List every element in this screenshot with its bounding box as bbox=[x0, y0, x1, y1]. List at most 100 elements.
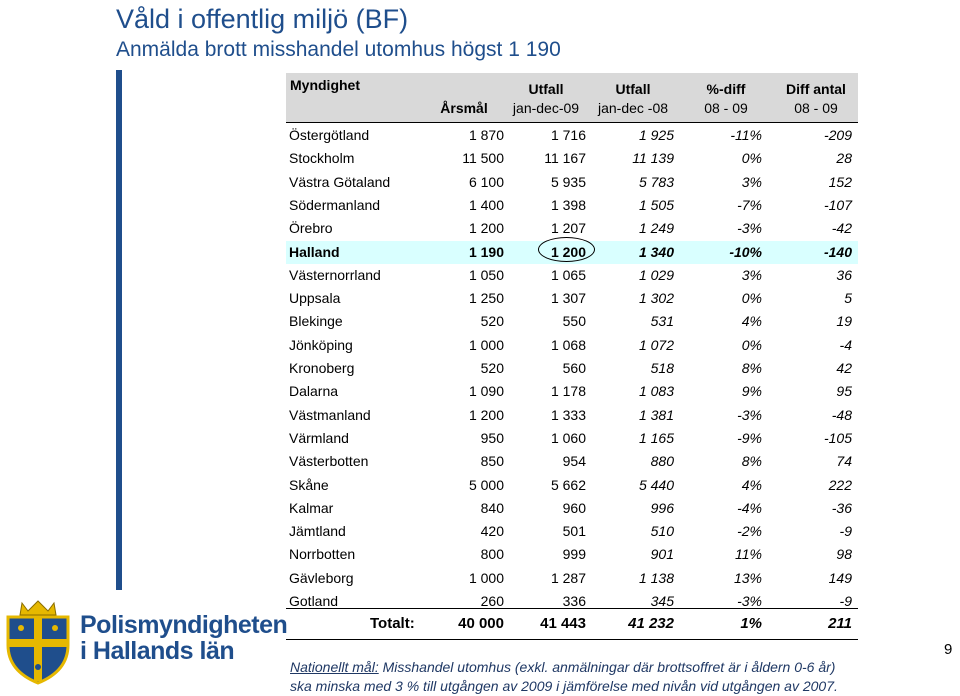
table-row: Östergötland 1 870 1 716 1 925 -11% -209 bbox=[286, 124, 858, 147]
cell-pdiff: 4% bbox=[741, 476, 762, 493]
cell-arsmal: 520 bbox=[480, 313, 504, 330]
cell-myndighet: Västra Götaland bbox=[289, 173, 391, 190]
cell-u09: 1 398 bbox=[550, 196, 586, 213]
cell-u08: 880 bbox=[650, 453, 674, 470]
cell-myndighet: Västernorrland bbox=[289, 266, 381, 283]
table-header: Myndighet Årsmål Utfall jan-dec-09 Utfal… bbox=[286, 73, 858, 123]
cell-diff: 98 bbox=[836, 546, 852, 563]
cell-diff: -140 bbox=[823, 243, 852, 260]
cell-arsmal: 1 000 bbox=[468, 336, 504, 353]
cell-pdiff: 8% bbox=[741, 453, 762, 470]
cell-diff: -4 bbox=[839, 336, 852, 353]
header-pdiff-l2: 08 - 09 bbox=[704, 100, 748, 116]
cell-myndighet: Kalmar bbox=[289, 499, 334, 516]
cell-pdiff: 9% bbox=[741, 383, 762, 400]
cell-myndighet: Blekinge bbox=[289, 313, 343, 330]
cell-arsmal: 1 090 bbox=[468, 383, 504, 400]
footnote: Nationellt mål: Misshandel utomhus (exkl… bbox=[290, 658, 838, 696]
cell-arsmal: 1 050 bbox=[468, 266, 504, 283]
slide-title: Våld i offentlig miljö (BF) bbox=[116, 4, 409, 34]
cell-arsmal: 1 190 bbox=[468, 243, 504, 260]
cell-u08: 901 bbox=[650, 546, 674, 563]
cell-u09: 1 716 bbox=[550, 127, 586, 143]
cell-u09: 1 065 bbox=[550, 266, 586, 283]
cell-u09: 550 bbox=[562, 313, 586, 330]
table-row: Norrbotten 800 999 901 11% 98 bbox=[286, 543, 858, 566]
cell-u08: 996 bbox=[650, 499, 674, 516]
table-row: Västerbotten 850 954 880 8% 74 bbox=[286, 450, 858, 473]
cell-u08: 1 249 bbox=[638, 220, 674, 237]
cell-arsmal: 11 500 bbox=[462, 150, 504, 167]
cell-pdiff: 0% bbox=[741, 336, 762, 353]
cell-arsmal: 1 250 bbox=[468, 290, 504, 307]
cell-pdiff: 0% bbox=[741, 290, 762, 307]
cell-arsmal: 1 000 bbox=[468, 569, 504, 586]
cell-u09: 560 bbox=[562, 360, 586, 376]
police-logo: Polismyndigheten i Hallands län bbox=[0, 597, 288, 687]
cell-u09: 336 bbox=[562, 593, 586, 609]
cell-diff: 19 bbox=[836, 313, 852, 330]
cell-u09: 960 bbox=[562, 499, 586, 516]
cell-u08: 5 440 bbox=[638, 476, 674, 493]
cell-pdiff: -4% bbox=[737, 499, 762, 516]
cell-arsmal: 800 bbox=[480, 546, 504, 563]
cell-pdiff: -3% bbox=[737, 406, 762, 423]
cell-pdiff: -2% bbox=[737, 523, 762, 540]
cell-myndighet: Skåne bbox=[289, 476, 329, 493]
cell-arsmal: 5 000 bbox=[468, 476, 504, 493]
header-diffantal-l1: Diff antal bbox=[786, 81, 846, 97]
cell-arsmal: 840 bbox=[480, 499, 504, 516]
cell-diff: 42 bbox=[836, 360, 852, 376]
cell-myndighet: Stockholm bbox=[289, 150, 355, 167]
table-row: Dalarna 1 090 1 178 1 083 9% 95 bbox=[286, 380, 858, 403]
cell-diff: -9 bbox=[839, 523, 852, 540]
footnote-line1: Misshandel utomhus (exkl. anmälningar dä… bbox=[378, 659, 836, 675]
cell-myndighet: Norrbotten bbox=[289, 546, 356, 563]
header-utfall08-l2: jan-dec -08 bbox=[597, 100, 669, 116]
cell-u09: 999 bbox=[562, 546, 586, 563]
cell-pdiff: 3% bbox=[741, 173, 762, 190]
cell-diff: 5 bbox=[844, 290, 852, 307]
logo-line2: i Hallands län bbox=[80, 637, 235, 665]
cell-pdiff: -3% bbox=[737, 593, 762, 609]
table-row: Värmland 950 1 060 1 165 -9% -105 bbox=[286, 427, 858, 450]
table-row: Jämtland 420 501 510 -2% -9 bbox=[286, 520, 858, 543]
coat-of-arms-icon bbox=[6, 600, 70, 685]
cell-diff: 28 bbox=[836, 150, 852, 167]
cell-arsmal: 260 bbox=[480, 593, 504, 609]
page-number: 9 bbox=[944, 641, 953, 658]
cell-diff: 149 bbox=[828, 569, 852, 586]
cell-myndighet: Västerbotten bbox=[289, 453, 369, 470]
cell-diff: 95 bbox=[836, 383, 852, 400]
footnote-line2: ska minska med 3 % till utgången av 2009… bbox=[290, 678, 838, 694]
cell-diff: 36 bbox=[836, 266, 852, 283]
table-row: Västmanland 1 200 1 333 1 381 -3% -48 bbox=[286, 404, 858, 427]
cell-pdiff: 3% bbox=[741, 266, 762, 283]
header-pdiff-l1: %-diff bbox=[706, 81, 746, 97]
table-row: Uppsala 1 250 1 307 1 302 0% 5 bbox=[286, 287, 858, 310]
total-row: Totalt: 40 000 41 443 41 232 1% 211 bbox=[286, 608, 858, 640]
cell-myndighet: Östergötland bbox=[289, 127, 370, 143]
cell-arsmal: 1 400 bbox=[468, 196, 504, 213]
header-utfall09-l1: Utfall bbox=[528, 81, 564, 97]
cell-u09: 5 662 bbox=[550, 476, 586, 493]
cell-arsmal: 1 200 bbox=[468, 220, 504, 237]
cell-pdiff: -10% bbox=[729, 243, 762, 260]
header-myndighet: Myndighet bbox=[290, 77, 360, 93]
highlight-circle bbox=[538, 237, 595, 262]
total-pdiff: 1% bbox=[740, 615, 762, 632]
cell-u09: 1 287 bbox=[550, 569, 586, 586]
table-row: Örebro 1 200 1 207 1 249 -3% -42 bbox=[286, 217, 858, 240]
cell-pdiff: 13% bbox=[733, 569, 762, 586]
cell-pdiff: -9% bbox=[737, 429, 762, 446]
cell-u09: 1 068 bbox=[550, 336, 586, 353]
cell-pdiff: 11% bbox=[735, 546, 762, 563]
cell-arsmal: 850 bbox=[480, 453, 504, 470]
cell-diff: 152 bbox=[828, 173, 852, 190]
cell-arsmal: 1 870 bbox=[468, 127, 504, 143]
cell-pdiff: -11% bbox=[730, 127, 762, 143]
table-row: Gotland 260 336 345 -3% -9 bbox=[286, 590, 858, 613]
table-row: Västernorrland 1 050 1 065 1 029 3% 36 bbox=[286, 264, 858, 287]
cell-myndighet: Södermanland bbox=[289, 196, 381, 213]
cell-diff: -42 bbox=[831, 220, 852, 237]
